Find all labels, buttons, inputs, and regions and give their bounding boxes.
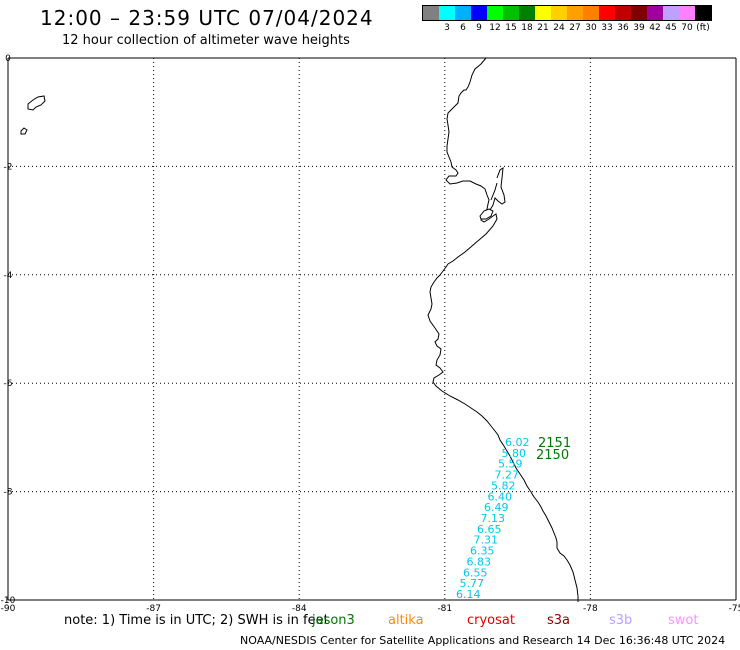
legend-label: 42 bbox=[649, 23, 661, 33]
legend-swatch bbox=[455, 6, 471, 20]
wave-height-label: 6.55 bbox=[463, 566, 488, 579]
legend-swatch bbox=[471, 6, 487, 20]
wave-height-label: 5.82 bbox=[491, 479, 516, 492]
coastline-mainland bbox=[427, 57, 579, 602]
lon-tick-label: -81 bbox=[437, 604, 452, 614]
wave-height-label: 6.49 bbox=[484, 501, 509, 514]
axis-labels: 0 -2 -4 -6 -8 -10-90 -87 -84 -81 -78 -75 bbox=[1, 54, 740, 614]
page-title: 12:00 – 23:59 UTC 07/04/2024 bbox=[40, 6, 374, 30]
legend-swatch bbox=[583, 6, 599, 20]
lat-tick-label: -10 bbox=[1, 596, 16, 606]
legend-label: 30 bbox=[585, 23, 597, 33]
lon-tick-label: -84 bbox=[292, 604, 307, 614]
map-grid bbox=[7, 57, 737, 601]
legend-swatch bbox=[535, 6, 551, 20]
legend-swatch bbox=[647, 6, 663, 20]
time-label: 2150 bbox=[536, 448, 569, 463]
legend-swatch bbox=[439, 6, 455, 20]
legend-label: 18 bbox=[521, 23, 533, 33]
legend-swatch bbox=[679, 6, 695, 20]
legend-label: 9 bbox=[476, 23, 482, 33]
wave-height-label: 6.35 bbox=[470, 545, 495, 558]
legend-label: 6 bbox=[460, 23, 466, 33]
galapagos-isabela bbox=[27, 95, 46, 111]
legend-label: 27 bbox=[569, 23, 581, 33]
wave-height-label: 6.65 bbox=[477, 523, 502, 536]
wave-height-label: 5.77 bbox=[460, 577, 485, 590]
mission-cryosat: cryosat bbox=[467, 613, 515, 628]
legend-label: 21 bbox=[537, 23, 549, 33]
lon-tick-label: -75 bbox=[729, 604, 740, 614]
coastline bbox=[20, 57, 579, 602]
lat-tick-label: 0 bbox=[5, 54, 11, 64]
wave-height-label: 7.13 bbox=[481, 512, 506, 525]
footer-note: note: 1) Time is in UTC; 2) SWH is in fe… bbox=[64, 613, 329, 628]
legend-label: 45 bbox=[665, 23, 677, 33]
mission-altika: altika bbox=[388, 613, 424, 628]
legend-label: 33 bbox=[601, 23, 613, 33]
coastline-estuary bbox=[485, 166, 506, 215]
legend-swatch bbox=[631, 6, 647, 20]
lon-tick-label: -87 bbox=[146, 604, 161, 614]
lat-tick-label: -6 bbox=[4, 379, 13, 389]
wave-height-label: 5.80 bbox=[502, 447, 527, 460]
legend-swatch bbox=[551, 6, 567, 20]
wave-height-label: 7.27 bbox=[495, 469, 520, 482]
lat-tick-label: -4 bbox=[4, 271, 13, 281]
legend-label: 15 bbox=[505, 23, 517, 33]
legend-swatch bbox=[615, 6, 631, 20]
lon-tick-label: -90 bbox=[1, 604, 16, 614]
wave-height-label: 6.83 bbox=[467, 555, 492, 568]
legend-swatch bbox=[519, 6, 535, 20]
legend-label: 36 bbox=[617, 23, 629, 33]
mission-jason3: jason3 bbox=[312, 613, 355, 628]
coastline-island-puna bbox=[479, 208, 494, 220]
wave-height-label: 6.02 bbox=[505, 436, 530, 449]
wave-height-label: 6.40 bbox=[488, 490, 513, 503]
page-subtitle: 12 hour collection of altimeter wave hei… bbox=[62, 33, 350, 48]
legend-swatch bbox=[567, 6, 583, 20]
wave-height-label: 5.59 bbox=[498, 458, 523, 471]
legend-swatch bbox=[487, 6, 503, 20]
wave-height-label: 6.14 bbox=[456, 588, 481, 601]
legend-label: 12 bbox=[489, 23, 501, 33]
legend-label: 3 bbox=[444, 23, 450, 33]
legend-label: 70 bbox=[681, 23, 693, 33]
legend-label: 24 bbox=[553, 23, 565, 33]
mission-s3b: s3b bbox=[609, 613, 633, 628]
lat-tick-label: -8 bbox=[4, 488, 13, 498]
legend-swatch bbox=[695, 6, 711, 20]
mission-swot: swot bbox=[668, 613, 699, 628]
credit-line: NOAA/NESDIS Center for Satellite Applica… bbox=[240, 634, 726, 647]
legend-label: (ft) bbox=[696, 23, 710, 33]
legend-swatch bbox=[503, 6, 519, 20]
mission-s3a: s3a bbox=[547, 613, 571, 628]
legend-label: 39 bbox=[633, 23, 645, 33]
legend-labels: 3 6 9 12 15 18 21 24 27 30 33 36 39 42 45 70 (ft) bbox=[422, 21, 712, 33]
lon-tick-label: -78 bbox=[583, 604, 598, 614]
altimeter-track: 6.025.805.597.275.826.406.497.136.657.31… bbox=[456, 436, 571, 601]
color-legend: 3 6 9 12 15 18 21 24 27 30 33 36 39 42 45 70 (ft) bbox=[422, 5, 712, 33]
time-label: 2151 bbox=[538, 436, 571, 451]
legend-swatch bbox=[663, 6, 679, 20]
legend-swatches bbox=[422, 5, 712, 21]
wave-height-label: 7.31 bbox=[474, 534, 499, 547]
lat-tick-label: -2 bbox=[4, 162, 13, 172]
legend-swatch bbox=[423, 6, 439, 20]
galapagos-santa-cruz bbox=[20, 127, 28, 135]
legend-swatch bbox=[599, 6, 615, 20]
